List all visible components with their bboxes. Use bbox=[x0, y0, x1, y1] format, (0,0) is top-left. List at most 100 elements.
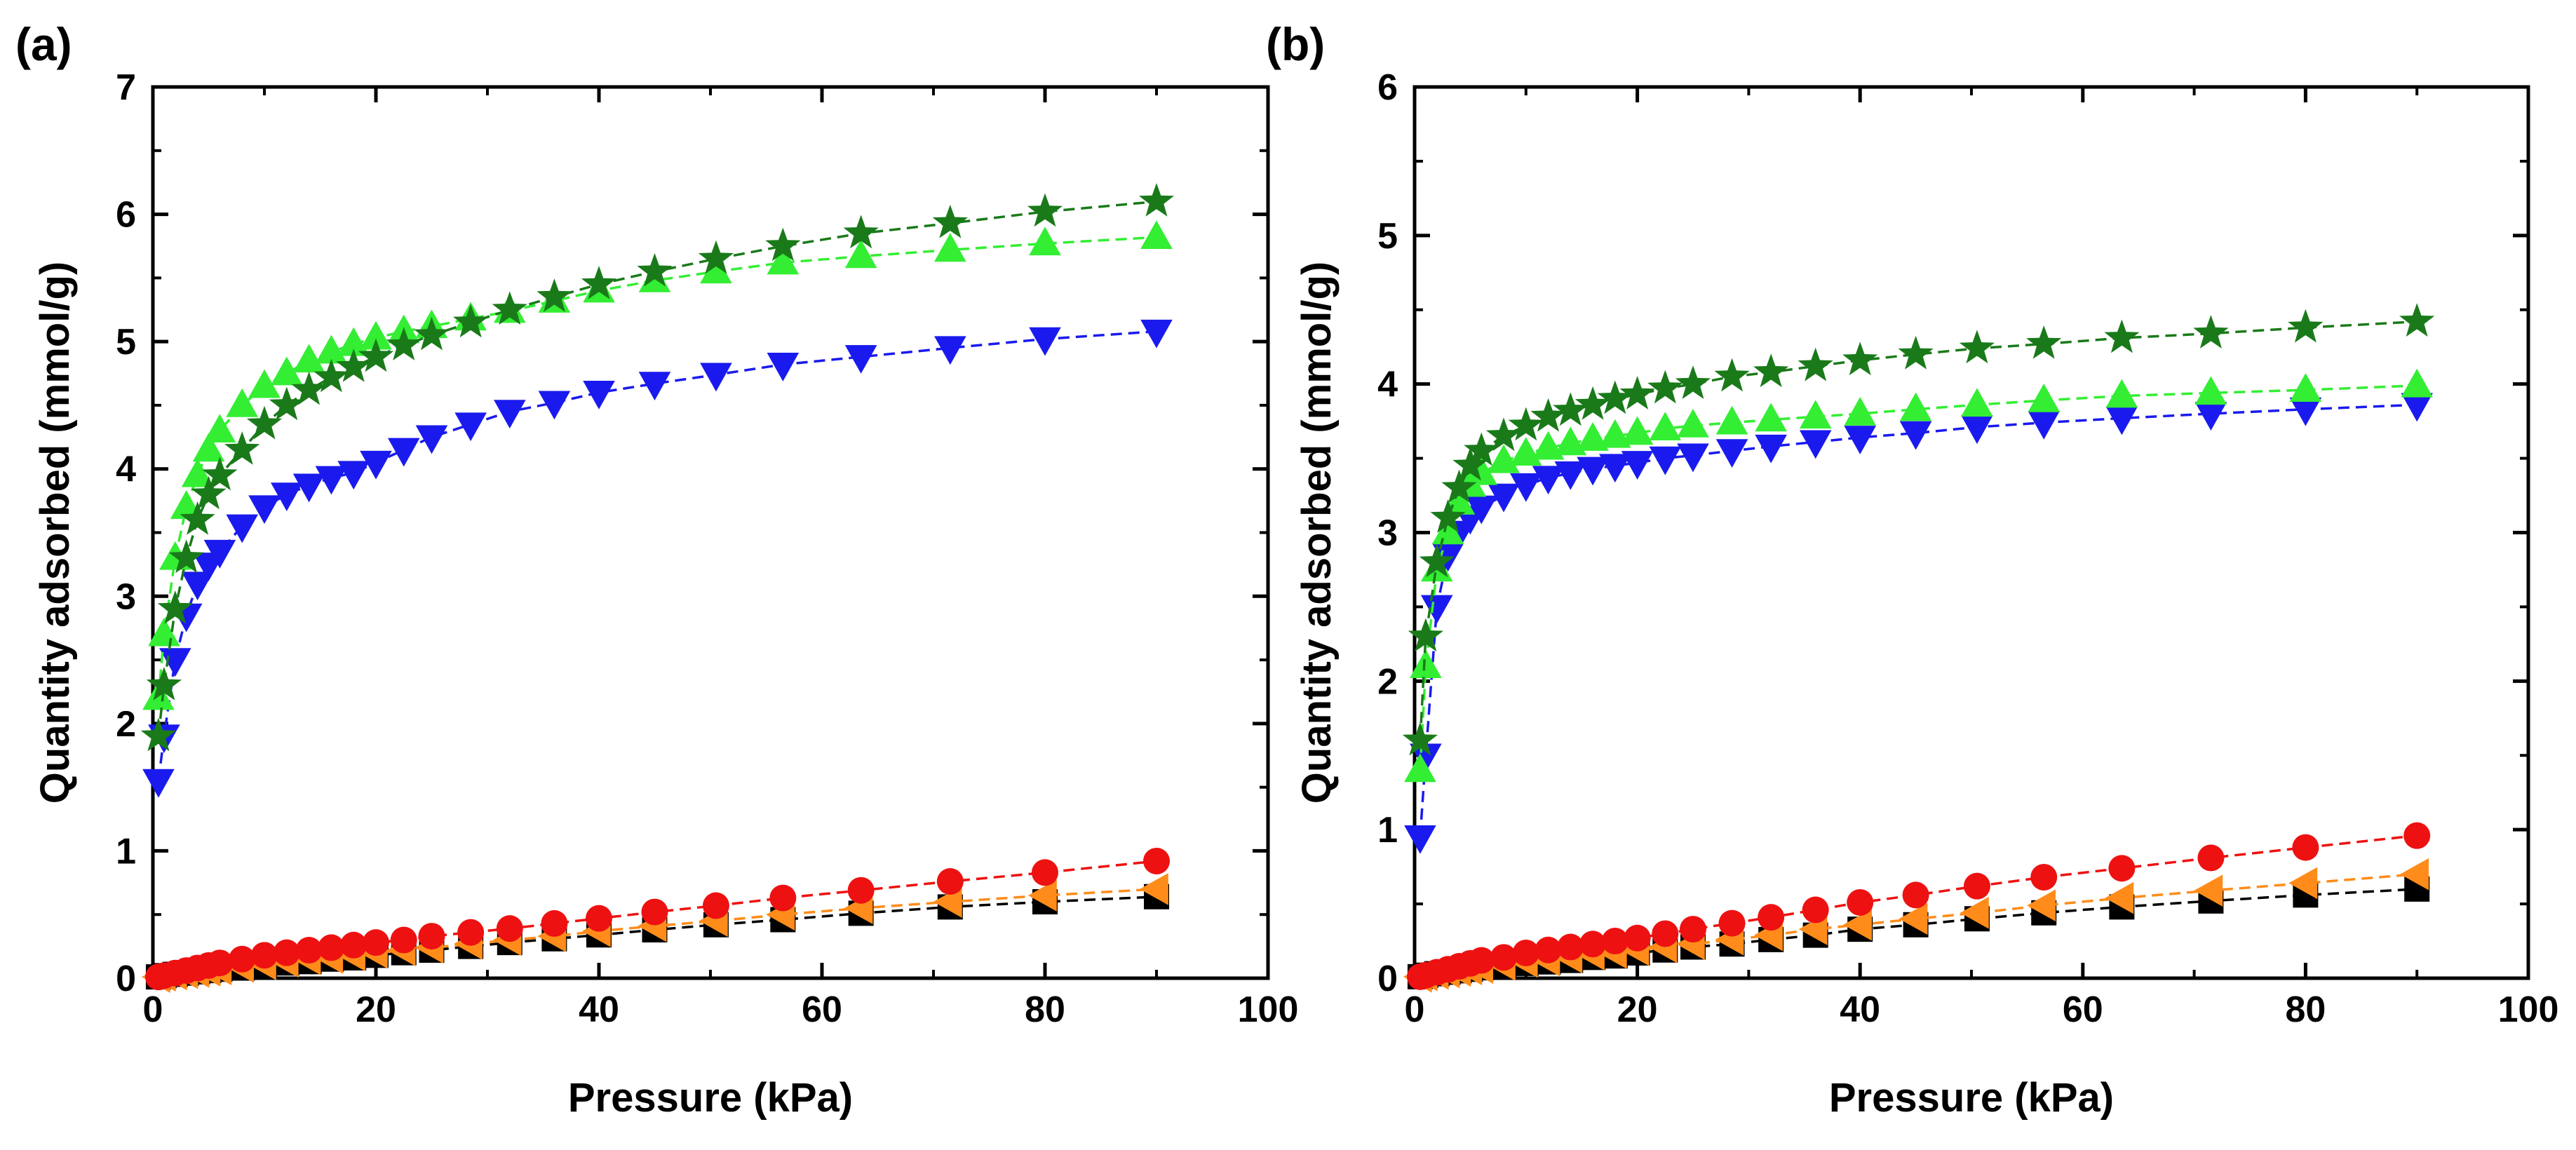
data-point bbox=[1535, 936, 1562, 963]
data-point bbox=[418, 923, 445, 950]
data-point bbox=[492, 291, 527, 325]
series-star bbox=[140, 183, 1175, 752]
data-point bbox=[1899, 421, 1932, 450]
y-tick-label: 1 bbox=[1377, 810, 1398, 851]
data-point bbox=[844, 239, 877, 269]
data-point bbox=[1027, 193, 1063, 227]
data-point bbox=[541, 909, 568, 937]
data-point bbox=[1647, 370, 1683, 404]
data-point bbox=[292, 344, 325, 373]
data-point bbox=[1799, 430, 1832, 459]
data-point bbox=[2194, 874, 2223, 907]
data-point bbox=[1532, 466, 1565, 495]
data-point bbox=[2197, 844, 2225, 872]
data-point bbox=[1579, 931, 1607, 958]
data-point bbox=[1714, 358, 1750, 392]
data-point bbox=[292, 473, 325, 503]
data-point bbox=[641, 898, 668, 926]
data-point bbox=[386, 327, 422, 360]
data-point bbox=[202, 456, 238, 491]
data-point bbox=[1843, 908, 1872, 941]
data-point bbox=[454, 412, 487, 442]
data-point bbox=[1621, 451, 1654, 480]
data-point bbox=[251, 942, 278, 969]
x-axis-title: Pressure (kPa) bbox=[1829, 1075, 2114, 1121]
data-point bbox=[1755, 434, 1787, 464]
data-point bbox=[2401, 393, 2433, 422]
data-point bbox=[1554, 461, 1587, 490]
data-point bbox=[1557, 933, 1584, 961]
data-point bbox=[1677, 408, 1709, 438]
data-point bbox=[181, 571, 214, 601]
data-point bbox=[295, 937, 323, 964]
data-point bbox=[1899, 392, 1932, 421]
x-tick-label: 20 bbox=[1617, 989, 1658, 1030]
panel-label: (b) bbox=[1266, 18, 1325, 70]
data-point bbox=[1512, 939, 1539, 966]
data-point bbox=[269, 386, 304, 421]
data-point bbox=[2193, 315, 2229, 349]
data-point bbox=[363, 929, 389, 956]
data-point bbox=[206, 949, 234, 977]
data-point bbox=[1465, 456, 1498, 485]
data-point bbox=[271, 482, 303, 512]
y-tick-label: 6 bbox=[1377, 67, 1398, 108]
y-tick-label: 3 bbox=[116, 576, 136, 617]
series-star bbox=[1402, 303, 2435, 756]
data-point bbox=[1431, 515, 1464, 545]
series-triangle-down bbox=[142, 319, 1173, 798]
data-point bbox=[702, 892, 729, 919]
data-point bbox=[843, 215, 879, 249]
data-point bbox=[2027, 889, 2056, 922]
x-tick-label: 60 bbox=[2063, 989, 2103, 1030]
data-point bbox=[2399, 303, 2435, 337]
y-tick-label: 5 bbox=[116, 322, 136, 363]
plot-frame bbox=[151, 85, 1270, 980]
data-point bbox=[638, 372, 671, 401]
data-point bbox=[1404, 825, 1436, 854]
data-point bbox=[340, 931, 367, 959]
series-triangle-up bbox=[142, 220, 1173, 710]
panel-a: 0 20 40 60 80 100 0 1 2 3 4 5 6 7 Pressure (kPa) Quanti… bbox=[15, 18, 1298, 1121]
series-line bbox=[157, 200, 1157, 737]
data-point bbox=[700, 255, 732, 284]
data-point bbox=[271, 356, 303, 386]
series-line bbox=[157, 236, 1157, 698]
data-point bbox=[537, 278, 572, 312]
x-tick-label: 100 bbox=[2498, 989, 2559, 1030]
data-point bbox=[387, 438, 420, 467]
data-point bbox=[934, 336, 966, 365]
data-point bbox=[1404, 753, 1436, 783]
data-point bbox=[315, 334, 348, 364]
data-point bbox=[2292, 834, 2319, 861]
data-point bbox=[1652, 920, 1679, 947]
data-point bbox=[315, 466, 348, 495]
data-point bbox=[1649, 446, 1682, 475]
data-point bbox=[2289, 373, 2322, 402]
data-point bbox=[1758, 904, 1785, 931]
data-point bbox=[1140, 220, 1173, 250]
y-axis-title: Quantity adsorbed (mmol/g) bbox=[1294, 262, 1340, 804]
plot-frame bbox=[1412, 85, 2530, 980]
data-point bbox=[203, 414, 236, 443]
y-tick-label: 0 bbox=[116, 959, 136, 999]
x-tick-label: 20 bbox=[356, 989, 396, 1030]
data-point bbox=[1599, 419, 1631, 448]
data-point bbox=[1621, 416, 1654, 445]
data-point bbox=[1490, 944, 1518, 971]
data-point bbox=[769, 884, 797, 912]
data-point bbox=[1959, 330, 1995, 364]
data-point bbox=[1488, 444, 1520, 473]
data-point bbox=[248, 369, 281, 398]
data-point bbox=[698, 240, 734, 274]
data-point bbox=[2403, 822, 2431, 849]
data-point bbox=[1753, 353, 1789, 388]
data-point bbox=[1138, 183, 1175, 217]
data-point bbox=[414, 316, 450, 351]
data-point bbox=[192, 433, 225, 462]
data-point bbox=[2401, 368, 2433, 398]
panel-b: 0 20 40 60 80 100 0 1 2 3 4 5 6 Pressure (kPa) Quantit… bbox=[1266, 18, 2558, 1121]
data-point bbox=[146, 667, 182, 701]
data-point bbox=[226, 514, 258, 543]
